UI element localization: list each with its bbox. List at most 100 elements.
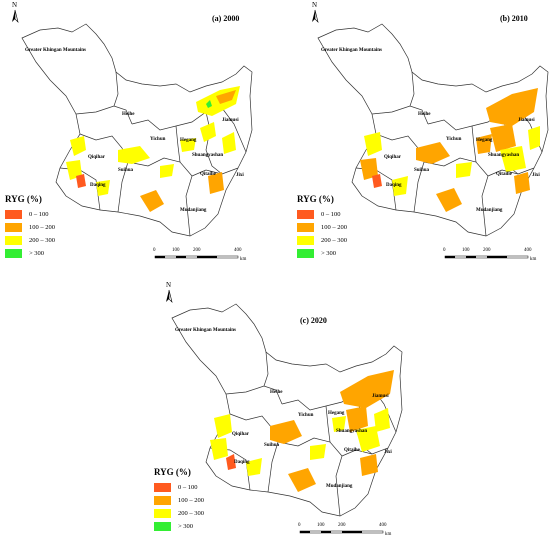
city-label-mudanjiang: Mudanjiang	[476, 208, 503, 213]
scale-tick-100: 100	[172, 248, 180, 253]
legend-swatch	[154, 483, 171, 492]
city-label-suihua: Suihua	[414, 168, 430, 173]
legend-label: 200 – 300	[29, 237, 55, 244]
legend-item: 200 – 300	[5, 234, 55, 247]
legend-label: 0 – 100	[321, 211, 341, 218]
legend-swatch	[297, 223, 314, 232]
scale-bar	[299, 530, 384, 534]
city-label-qitaihe: Qitaihe	[496, 172, 512, 177]
map-2010	[312, 9, 549, 259]
city-label-suihua: Suihua	[118, 168, 134, 173]
city-label-greater-khingan: Greater Khingan Mountains	[25, 48, 86, 53]
scale-tick-400: 400	[234, 248, 242, 253]
city-label-greater-khingan: Greater Khingan Mountains	[321, 48, 382, 53]
legend-swatch	[5, 210, 22, 219]
city-label-heihe: Heihe	[418, 112, 431, 117]
legend-swatch	[297, 249, 314, 258]
legend-2010: RYG (%) 0 – 100 100 – 200 200 – 300 > 30…	[297, 194, 347, 260]
city-label-yichun: Yichun	[298, 413, 314, 418]
city-label-hegang: Hegang	[180, 138, 197, 143]
map-2020	[166, 289, 403, 534]
city-label-qitaihe: Qitaihe	[344, 448, 360, 453]
legend-label: 200 – 300	[178, 510, 204, 517]
city-label-jiamusi: Jiamusi	[518, 118, 535, 123]
legend-swatch	[5, 223, 22, 232]
scale-tick-200: 200	[338, 523, 346, 528]
city-label-shuangyashan: Shuangyashan	[336, 429, 368, 434]
legend-item: 100 – 200	[5, 221, 55, 234]
legend-label: 0 – 100	[29, 211, 49, 218]
city-label-yichun: Yichun	[446, 137, 462, 142]
city-label-hegang: Hegang	[328, 411, 345, 416]
legend-2020: RYG (%) 0 – 100 100 – 200 200 – 300 > 30…	[154, 467, 204, 533]
legend-swatch	[297, 210, 314, 219]
legend-label: > 300	[178, 523, 194, 530]
city-label-heihe: Heihe	[270, 390, 283, 395]
north-arrow	[166, 289, 173, 303]
legend-label: 100 – 200	[178, 497, 204, 504]
legend-label: 0 – 100	[178, 484, 198, 491]
north-arrow	[12, 9, 19, 23]
city-label-shuangyashan: Shuangyashan	[192, 153, 224, 158]
legend-swatch	[297, 236, 314, 245]
city-label-qiqihar: Qiqihar	[88, 155, 105, 160]
scale-tick-0: 0	[443, 248, 446, 253]
map-2000	[12, 9, 253, 259]
scale-bar	[444, 255, 529, 259]
city-label-jiamusi: Jiamusi	[222, 118, 239, 123]
legend-title: RYG (%)	[5, 194, 42, 204]
city-label-shuangyashan: Shuangyashan	[488, 153, 520, 158]
map-panel-2020: N (c) 2020 Greater Khingan Mountains Hei…	[150, 278, 410, 541]
scale-tick-0: 0	[298, 523, 301, 528]
north-arrow	[312, 9, 319, 23]
legend-item: 100 – 200	[297, 221, 347, 234]
map-panel-2010: N (b) 2010 Greater Khingan Mountains Hei…	[290, 0, 550, 265]
legend-item: 200 – 300	[297, 234, 347, 247]
legend-swatch	[154, 496, 171, 505]
city-label-qiqihar: Qiqihar	[384, 155, 401, 160]
scale-tick-200: 200	[483, 248, 491, 253]
north-label: N	[12, 1, 18, 9]
legend-title: RYG (%)	[154, 467, 191, 477]
legend-label: > 300	[29, 250, 45, 257]
legend-item: > 300	[154, 520, 204, 533]
scale-tick-100: 100	[462, 248, 470, 253]
legend-2000: RYG (%) 0 – 100 100 – 200 200 – 300 > 30…	[5, 194, 55, 260]
legend-item: 0 – 100	[5, 208, 55, 221]
city-label-daqing: Daqing	[386, 183, 402, 188]
scale-unit: km	[385, 532, 392, 537]
city-label-mudanjiang: Mudanjiang	[326, 484, 353, 489]
city-label-qitaihe: Qitaihe	[200, 172, 216, 177]
city-label-greater-khingan: Greater Khingan Mountains	[175, 328, 236, 333]
north-label: N	[312, 1, 318, 9]
scale-unit: km	[240, 257, 247, 262]
legend-label: 100 – 200	[29, 224, 55, 231]
city-label-qiqihar: Qiqihar	[232, 432, 249, 437]
legend-title: RYG (%)	[297, 194, 334, 204]
city-label-daqing: Daqing	[90, 183, 106, 188]
city-label-heihe: Heihe	[122, 112, 135, 117]
legend-item: 0 – 100	[297, 208, 347, 221]
scale-tick-400: 400	[379, 523, 387, 528]
legend-swatch	[5, 249, 22, 258]
scale-tick-400: 400	[524, 248, 532, 253]
panel-title: (a) 2000	[212, 14, 240, 23]
city-label-suihua: Suihua	[264, 443, 280, 448]
scale-unit: km	[530, 257, 537, 262]
panel-title: (c) 2020	[300, 316, 327, 325]
city-label-hegang: Hegang	[476, 138, 493, 143]
legend-item: 200 – 300	[154, 507, 204, 520]
legend-item: 100 – 200	[154, 494, 204, 507]
city-label-mudanjiang: Mudanjiang	[180, 208, 207, 213]
legend-label: 200 – 300	[321, 237, 347, 244]
scale-bar	[154, 255, 239, 259]
city-label-jiamusi: Jiamusi	[372, 394, 389, 399]
legend-swatch	[154, 509, 171, 518]
city-label-jixi: Jixi	[384, 450, 392, 455]
legend-item: > 300	[297, 247, 347, 260]
legend-label: > 300	[321, 250, 337, 257]
map-panel-2000: N (a) 2000 Greater Khingan Mountains Hei…	[0, 0, 270, 265]
city-label-jixi: Jixi	[236, 173, 244, 178]
legend-item: 0 – 100	[154, 481, 204, 494]
city-label-jixi: Jixi	[532, 173, 540, 178]
